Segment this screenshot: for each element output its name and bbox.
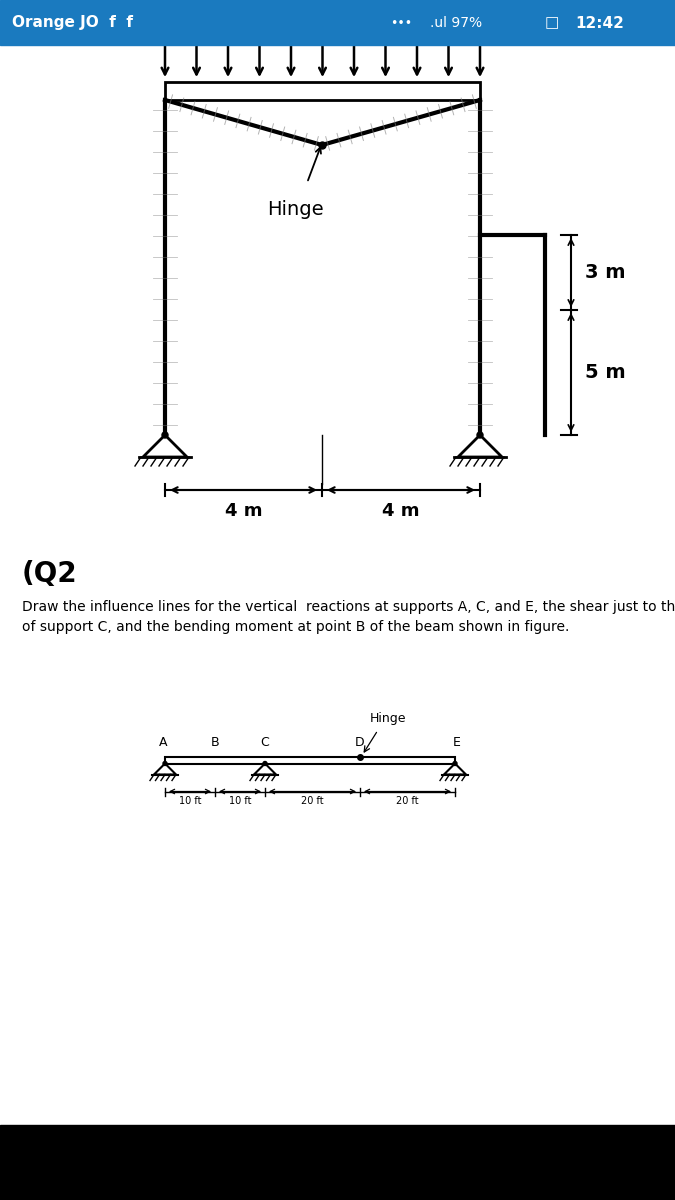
Text: Draw the influence lines for the vertical  reactions at supports A, C, and E, th: Draw the influence lines for the vertica… — [22, 600, 675, 614]
Text: 3 m: 3 m — [585, 263, 626, 282]
Circle shape — [163, 762, 167, 766]
Text: Hinge: Hinge — [370, 712, 406, 725]
Circle shape — [162, 432, 168, 438]
Text: 10 ft: 10 ft — [229, 797, 251, 806]
Text: Hinge: Hinge — [267, 200, 323, 218]
Text: 20 ft: 20 ft — [396, 797, 418, 806]
Text: 12:42: 12:42 — [575, 16, 624, 30]
Text: D: D — [355, 736, 364, 749]
Text: 4 m: 4 m — [382, 502, 420, 520]
Text: E: E — [453, 736, 461, 749]
Circle shape — [453, 762, 457, 766]
Text: 4 m: 4 m — [225, 502, 263, 520]
Text: •••: ••• — [390, 17, 412, 30]
Text: .ul 97%: .ul 97% — [430, 16, 482, 30]
Circle shape — [477, 432, 483, 438]
Text: A: A — [159, 736, 167, 749]
Text: 5 m: 5 m — [585, 362, 626, 382]
Text: C: C — [261, 736, 269, 749]
Text: (Q2: (Q2 — [22, 560, 78, 588]
Text: Orange JO  f  f: Orange JO f f — [12, 16, 133, 30]
Bar — [482, 1150, 508, 1176]
Bar — [0, 0, 675, 44]
Bar — [165, 82, 480, 100]
Text: 10 ft: 10 ft — [179, 797, 201, 806]
Bar — [0, 1126, 675, 1200]
Bar — [165, 756, 455, 763]
Text: □: □ — [545, 16, 560, 30]
Text: 20 ft: 20 ft — [301, 797, 324, 806]
Circle shape — [263, 762, 267, 766]
Text: of support C, and the bending moment at point B of the beam shown in figure.: of support C, and the bending moment at … — [22, 620, 570, 634]
Text: B: B — [211, 736, 219, 749]
